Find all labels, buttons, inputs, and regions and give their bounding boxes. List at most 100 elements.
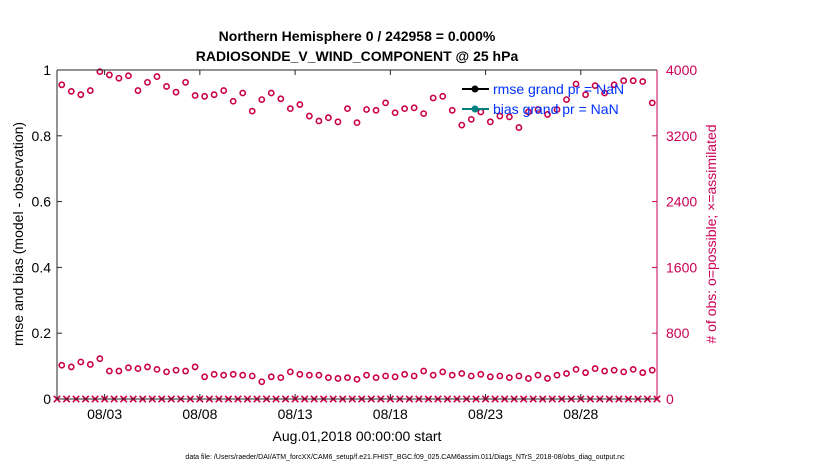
obs-possible-marker [210,91,218,99]
obs-possible-marker [563,370,570,377]
obs-possible-marker [372,374,380,382]
obs-possible-marker [125,364,132,372]
legend-rmse-label: rmse grand pr = NaN [493,81,624,97]
obs-possible-marker [201,92,209,100]
legend: rmse grand pr = NaN bias grand pr = NaN [462,81,624,117]
chart-title-line2: RADIOSONDE_V_WIND_COMPONENT @ 25 hPa [196,48,519,64]
obs-possible-marker [525,375,532,382]
chart-title-line1: Northern Hemisphere 0 / 242958 = 0.000% [219,28,496,44]
obs-possible-marker [639,369,647,377]
x-tick-label: 08/13 [278,406,313,422]
legend-bias-label: bias grand pr = NaN [493,101,619,117]
x-tick-label: 08/23 [468,406,503,422]
obs-possible-marker [572,365,580,373]
obs-possible-marker [258,96,266,104]
y-tick-left-label: 0.8 [32,128,52,144]
y-tick-left-label: 1 [43,62,51,78]
obs-possible-marker [96,355,104,363]
obs-possible-marker [620,368,628,376]
obs-possible-marker [115,74,123,82]
obs-possible-marker [439,368,447,376]
obs-possible-marker [353,119,361,127]
obs-possible-marker [486,373,494,381]
obs-possible-marker [191,92,199,99]
obs-possible-marker [401,370,409,378]
obs-possible-marker [410,104,418,112]
obs-possible-marker [486,118,494,126]
obs-possible-marker [67,87,75,95]
obs-possible-marker [210,370,218,378]
obs-possible-marker [248,372,256,380]
obs-possible-marker [315,117,323,125]
obs-possible-marker [239,371,247,379]
obs-possible-marker [305,371,313,379]
obs-possible-marker [248,107,256,115]
obs-possible-marker [315,371,323,379]
obs-possible-marker [534,371,542,379]
legend-rmse-marker [471,85,479,93]
obs-possible-marker [182,367,189,375]
obs-possible-marker [201,373,209,381]
obs-possible-marker [229,97,237,105]
obs-possible-marker [258,378,266,386]
obs-possible-marker [105,367,113,375]
obs-possible-marker [172,88,180,96]
obs-possible-marker [296,370,304,378]
y-tick-left-label: 0 [43,391,51,407]
obs-possible-marker [96,68,104,76]
y-tick-right-label: 1600 [666,259,697,275]
obs-possible-marker [325,374,332,382]
obs-possible-marker [610,366,618,374]
obs-possible-marker [620,77,628,85]
obs-possible-marker [163,368,170,376]
x-axis: 08/03 08/08 08/13 08/18 08/23 08/28 [87,70,599,422]
obs-possible-marker [525,108,532,116]
obs-possible-marker [58,361,66,369]
y-tick-right-label: 2400 [666,194,697,210]
obs-possible-marker [534,106,542,113]
obs-possible-marker [410,372,418,380]
obs-possible-marker [505,113,513,121]
obs-possible-marker [325,114,332,122]
obs-possible-marker [353,375,361,383]
y-axis-right-label: # of obs: o=possible; ×=assimilated [703,124,719,343]
obs-possible-marker [496,372,504,380]
y-tick-right-label: 3200 [666,128,697,144]
obs-possible-marker [296,101,304,108]
y-axis-left-label: rmse and bias (model - observation) [10,122,26,346]
obs-possible-marker [334,118,342,126]
obs-possible-marker [67,363,75,371]
x-tick-label: 08/28 [563,406,598,422]
obs-possible-marker [582,369,589,377]
obs-possible-marker [429,94,437,102]
obs-possible-marker [458,370,466,377]
obs-possible-marker [344,374,351,382]
obs-possible-marker [363,371,370,379]
obs-possible-marker [363,106,370,113]
obs-possible-marker [153,365,161,373]
y-tick-right-label: 0 [666,391,674,407]
obs-possible-marker [648,366,656,374]
obs-possible-marker [267,89,275,97]
obs-possible-marker [610,81,618,89]
obs-possible-marker [382,372,389,380]
obs-possible-marker [467,372,475,380]
obs-possible-marker [172,366,180,374]
obs-possible-marker [144,363,151,371]
obs-possible-marker [458,121,466,129]
obs-possible-marker [220,371,228,379]
x-tick-label: 08/03 [87,406,122,422]
obs-possible-marker [477,370,485,378]
obs-possible-marker [439,92,447,100]
obs-possible-marker [505,374,513,382]
obs-possible-marker [391,373,399,381]
obs-possible-marker [553,106,561,113]
obs-possible-marker [629,365,637,373]
obs-possible-marker [601,367,609,375]
obs-possible-marker [77,91,85,99]
obs-possible-marker [496,112,504,120]
obs-possible-marker [401,105,409,113]
obs-possible-marker [277,95,285,103]
obs-possible-marker [277,374,285,382]
